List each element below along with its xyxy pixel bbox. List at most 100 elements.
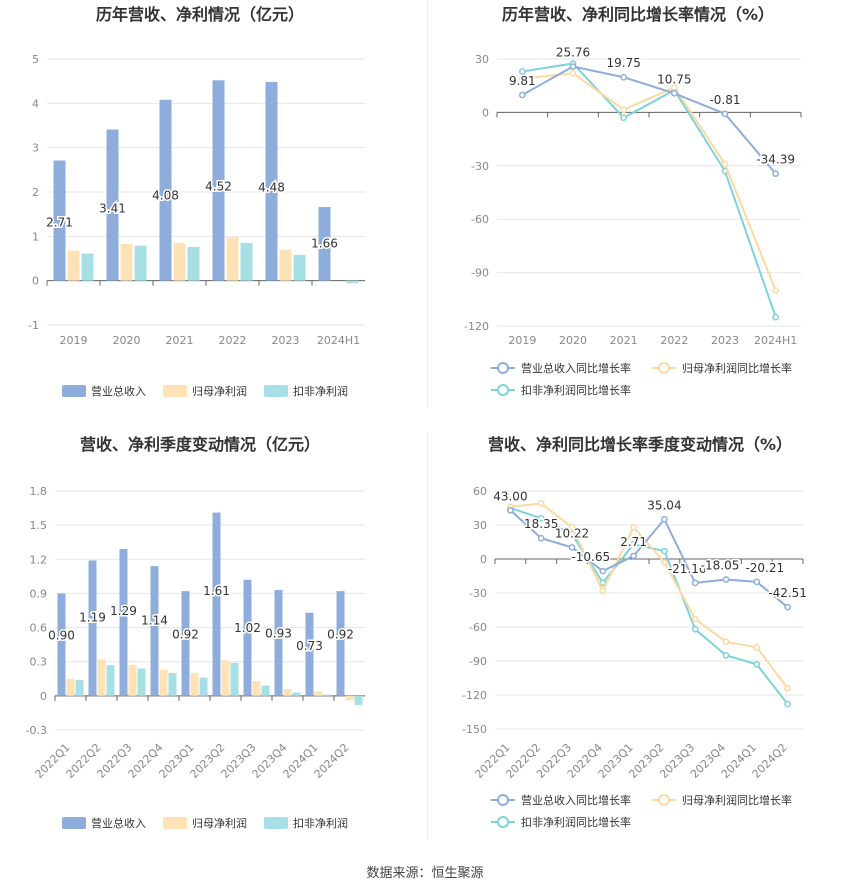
data-label: -42.51 bbox=[768, 586, 807, 600]
y-tick-label: 0 bbox=[482, 106, 489, 119]
y-tick-label: -30 bbox=[471, 160, 489, 173]
data-label: 2.71 bbox=[46, 216, 73, 230]
x-tick-label: 2023 bbox=[711, 334, 739, 347]
bar bbox=[212, 512, 221, 696]
bar bbox=[261, 685, 270, 696]
y-tick-label: 1.8 bbox=[30, 485, 48, 498]
data-label: 1.02 bbox=[234, 621, 261, 635]
chart-title: 营收、净利同比增长率季度变动情况（%） bbox=[488, 435, 792, 454]
bar bbox=[173, 242, 186, 281]
legend-marker bbox=[497, 362, 509, 374]
y-tick-label: 5 bbox=[32, 53, 39, 66]
y-tick-label: 0.9 bbox=[30, 587, 48, 600]
vertical-divider bbox=[427, 0, 428, 408]
bar bbox=[354, 695, 363, 705]
data-point bbox=[507, 506, 514, 514]
y-tick-label: -0.3 bbox=[26, 724, 47, 737]
bar bbox=[137, 668, 146, 696]
x-tick-label: 2020 bbox=[113, 334, 141, 347]
data-point bbox=[661, 515, 668, 523]
annual-growth-rate-line-chart: 历年营收、净利同比增长率情况（%） -120 -90 -60 -30 0 30 9.81 25.… bbox=[464, 5, 802, 397]
data-point bbox=[721, 110, 729, 118]
bar bbox=[159, 669, 168, 696]
data-point bbox=[599, 567, 607, 575]
bar bbox=[75, 679, 84, 696]
data-label: 1.19 bbox=[79, 610, 106, 624]
legend-label: 营业总收入同比增长率 bbox=[521, 361, 631, 375]
series-line bbox=[510, 507, 789, 705]
legend-marker bbox=[497, 816, 509, 828]
legend-marker bbox=[497, 384, 509, 396]
data-label: 3.41 bbox=[99, 202, 126, 216]
data-point bbox=[518, 68, 526, 75]
data-label: -10.65 bbox=[571, 550, 610, 564]
bar bbox=[57, 593, 66, 696]
x-tick-label: 2024Q2 bbox=[312, 741, 352, 781]
x-tick-label: 2019 bbox=[508, 334, 536, 347]
legend-marker bbox=[658, 362, 670, 374]
data-label: 1.61 bbox=[203, 584, 230, 598]
data-point bbox=[537, 534, 545, 542]
bar bbox=[292, 692, 301, 696]
data-point bbox=[753, 644, 761, 651]
bar bbox=[134, 245, 147, 281]
bar bbox=[293, 254, 306, 281]
y-tick-label: 1.2 bbox=[30, 553, 48, 566]
bar bbox=[150, 566, 159, 696]
bar bbox=[120, 243, 133, 281]
data-point bbox=[569, 63, 577, 70]
bar bbox=[274, 590, 283, 696]
legend-swatch bbox=[62, 817, 86, 829]
bar bbox=[212, 80, 225, 281]
data-point bbox=[630, 523, 637, 531]
bar bbox=[336, 591, 345, 696]
data-label: 1.14 bbox=[141, 613, 168, 627]
y-tick-label: 4 bbox=[32, 97, 39, 110]
data-point bbox=[691, 615, 699, 623]
legend-label: 营业总收入 bbox=[91, 816, 146, 830]
series-line bbox=[510, 502, 789, 689]
bar bbox=[53, 160, 66, 281]
y-tick-label: 30 bbox=[475, 53, 489, 66]
y-tick-label: -120 bbox=[462, 689, 487, 702]
bar bbox=[88, 560, 97, 696]
y-tick-label: 1 bbox=[32, 230, 39, 243]
data-label: 19.75 bbox=[606, 56, 640, 70]
bar bbox=[97, 659, 106, 696]
data-point bbox=[537, 514, 545, 522]
y-tick-label: 30 bbox=[473, 519, 487, 532]
chart-title: 历年营收、净利情况（亿元） bbox=[96, 5, 304, 24]
data-point bbox=[568, 523, 576, 531]
x-tick-label: 2023 bbox=[272, 334, 300, 347]
legend-label: 扣非净利润 bbox=[293, 816, 348, 830]
data-point bbox=[691, 625, 699, 633]
bar bbox=[106, 665, 115, 696]
bar bbox=[240, 242, 253, 281]
bar bbox=[318, 207, 331, 281]
data-point bbox=[784, 603, 791, 611]
bar bbox=[243, 579, 252, 696]
bar bbox=[106, 129, 119, 281]
y-tick-label: -90 bbox=[471, 267, 489, 280]
legend-swatch bbox=[163, 385, 187, 397]
y-tick-label: -120 bbox=[464, 320, 489, 333]
bar bbox=[283, 689, 292, 696]
data-label: 43.00 bbox=[493, 489, 527, 503]
quarterly-revenue-profit-bar-chart: 营收、净利季度变动情况（亿元） -0.3 0 0.3 0.6 0.9 1.2 1.5 1.8 0.… bbox=[26, 435, 365, 830]
data-point bbox=[670, 89, 678, 97]
y-tick-label: 1.5 bbox=[30, 519, 48, 532]
chart-title: 营收、净利季度变动情况（亿元） bbox=[80, 435, 320, 454]
bar bbox=[230, 662, 239, 696]
data-label: -20.21 bbox=[745, 561, 784, 575]
bar bbox=[190, 673, 199, 696]
data-point bbox=[722, 638, 730, 646]
data-label: 2.71 bbox=[620, 535, 647, 549]
data-point bbox=[753, 578, 761, 586]
y-tick-label: 3 bbox=[32, 142, 39, 155]
x-tick-label: 2024H1 bbox=[754, 334, 797, 347]
data-label: 0.93 bbox=[265, 627, 292, 641]
y-tick-label: 0 bbox=[32, 275, 39, 288]
data-label: 0.92 bbox=[327, 627, 354, 641]
y-tick-label: 0 bbox=[40, 690, 47, 703]
bar bbox=[199, 677, 208, 696]
